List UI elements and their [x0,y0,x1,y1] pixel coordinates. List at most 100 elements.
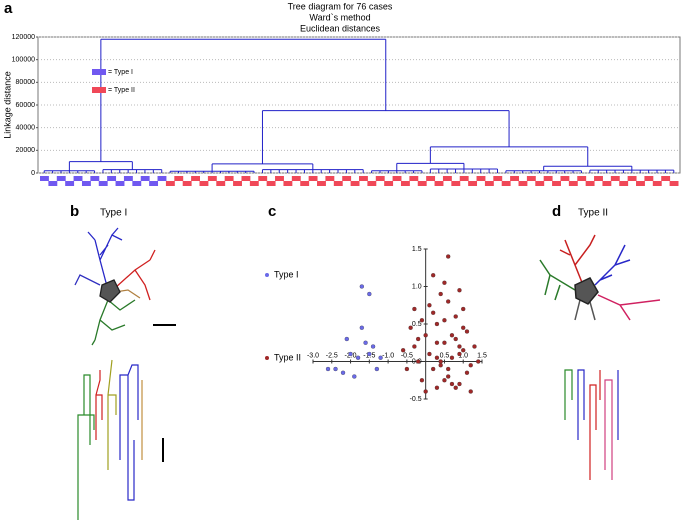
panel-title: Type II [578,208,608,219]
scatter-point [438,363,443,368]
y-tick-label: 120000 [12,34,35,41]
scatter-point [419,378,425,383]
leaf-marker [300,181,310,186]
leaf-marker [182,181,192,186]
scatter-point [446,366,451,372]
leaf-marker [123,176,133,181]
scatter-point [446,254,451,259]
leaf-marker [258,176,268,181]
scatter-point [476,359,481,364]
legend-marker [265,273,269,277]
x-tick-label: -2.5 [326,352,338,359]
neuron-type-i [74,227,156,346]
leaf-marker [48,181,58,186]
y-tick-label: 0.5 [412,321,422,328]
scatter-point [355,355,361,360]
leaf-marker [140,176,150,181]
panel-title: Type I [100,208,127,219]
leaf-marker [535,181,545,186]
leaf-marker [543,176,553,181]
scatter-point [442,280,447,285]
leaf-marker [241,176,251,181]
scatter-point [461,306,466,312]
leaf-marker [627,176,637,181]
leaf-marker [468,181,478,186]
leaf-marker [199,181,209,186]
leaf-marker [459,176,469,181]
chart-subtitle: Ward`s method [309,12,370,22]
leaf-marker [594,176,603,181]
leaf-marker [577,176,587,181]
leaf-marker [384,181,394,186]
legend-swatch [92,87,106,93]
y-tick-label: 60000 [16,102,36,109]
leaf-marker [275,176,284,181]
leaf-marker [518,181,528,186]
scatter-point [344,336,349,342]
leaf-marker [249,181,259,186]
leaf-marker [493,176,503,181]
leaf-marker [669,181,679,186]
leaf-marker [442,176,452,181]
leaf-marker [56,176,66,181]
scatter-point [461,348,466,353]
scatter-point [434,340,440,345]
x-tick-label: -3.0 [307,352,319,359]
scatter-point [468,389,473,394]
leaf-marker [40,176,49,181]
scatter-point [461,325,466,330]
scatter-point [416,359,421,364]
leaf-marker [81,181,91,186]
scatter-point [423,389,428,394]
leaf-marker [98,181,108,186]
legend-label: Type I [274,269,299,279]
scatter-point [449,333,455,338]
scatter-point [370,344,376,349]
leaf-marker [325,176,335,181]
x-tick-label: -0.5 [401,352,413,359]
scatter-point [325,366,331,372]
x-tick-label: 1.5 [477,352,487,359]
scatter-point [446,374,451,379]
leaf-marker [308,176,318,181]
scatter-point [472,344,477,349]
leaf-marker [224,176,234,181]
scatter-point [363,340,368,345]
leaf-marker [115,181,125,186]
y-axis-label: Linkage distance [2,71,12,139]
scatter-point [412,306,417,312]
panel-label: a [4,0,13,17]
scatter-point [442,340,447,345]
leaf-marker [107,176,117,181]
scatter-point [378,355,383,360]
leaf-marker [602,181,612,186]
scatter-point [434,355,440,360]
leaf-marker [375,176,385,181]
leaf-marker [426,176,436,181]
leaf-marker [552,181,561,186]
leaf-marker [501,181,511,186]
x-tick-label: -1.0 [382,352,394,359]
legend-label: = Type I [108,69,133,76]
chart-title: Tree diagram for 76 cases [288,1,393,11]
scatter-point [434,321,440,327]
scatter-point [453,314,458,319]
y-tick-label: 1.0 [412,283,422,290]
leaf-marker [359,176,368,181]
leaf-marker [560,176,570,181]
scatter-point [446,299,451,304]
y-tick-label: 40000 [16,125,36,132]
scatter-point [374,366,379,372]
leaf-marker [476,176,486,181]
leaf-marker [409,176,419,181]
leaf-marker [65,181,75,186]
leaf-marker [283,181,293,186]
scatter-point [457,344,462,349]
scatter-point [457,288,462,293]
leaf-marker [652,181,662,186]
scatter-point [404,366,410,372]
x-tick-label: 1.0 [458,352,468,359]
scatter-point [367,291,372,297]
